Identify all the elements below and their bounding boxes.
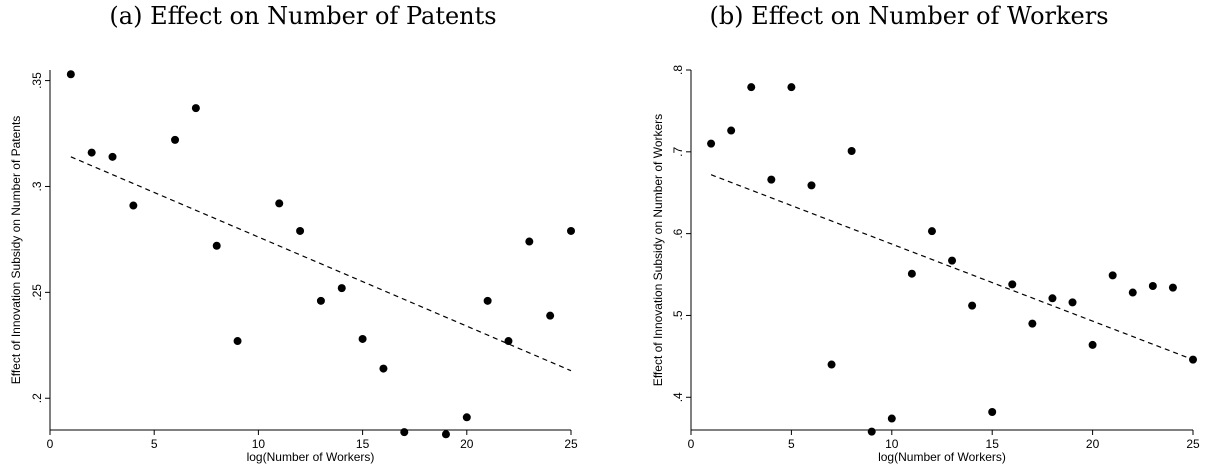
y-tick-label: .7 (671, 146, 685, 156)
data-point (129, 201, 138, 210)
x-axis-label: log(Number of Workers) (247, 450, 375, 464)
data-point (988, 408, 997, 416)
y-tick-label: .5 (671, 310, 685, 320)
data-point (1108, 271, 1117, 280)
data-point (807, 181, 816, 190)
x-tick-label: 20 (1086, 437, 1100, 451)
data-point (907, 269, 916, 278)
data-point (1148, 282, 1157, 290)
y-tick-label: .4 (671, 392, 685, 402)
data-point (968, 301, 977, 310)
data-point (1028, 319, 1037, 328)
chart-workers: 0 5 10 15 20 25 .4 .5 .6 .7 .8 log(Number of Worker… (651, 65, 1200, 464)
data-point (337, 284, 346, 293)
data-point (1048, 294, 1057, 303)
chart-title: (a) Effect on Number of Patents (109, 2, 497, 30)
data-point (707, 139, 716, 148)
data-point (358, 334, 367, 343)
y-tick-label: .2 (30, 393, 44, 403)
data-point (787, 83, 796, 92)
data-point (379, 364, 388, 373)
data-point (441, 430, 450, 439)
x-axis-label: log(Number of Workers) (878, 450, 1006, 464)
fit-line (710, 174, 1194, 361)
data-point (483, 296, 492, 305)
y-tick-label: .3 (30, 181, 44, 191)
y-tick-label: .35 (30, 72, 44, 89)
data-point (233, 337, 242, 346)
chart-patents: 0 5 10 15 20 25 .2 .25 .3 .35 log(Number of Worker… (9, 70, 578, 464)
x-tick-label: 5 (151, 437, 158, 451)
data-point (1008, 280, 1017, 289)
panel-patents: (a) Effect on Number of Patents 0 5 10 15 20… (9, 2, 578, 464)
y-tick-label: .6 (671, 228, 685, 238)
data-point (1088, 340, 1097, 349)
y-axis-label: Effect of Innovation Subsidy on Number o… (651, 114, 665, 386)
data-point (887, 414, 896, 423)
data-point (191, 104, 200, 113)
data-point (847, 147, 856, 155)
data-point (525, 237, 534, 246)
data-point (546, 311, 555, 320)
y-tick-label: .25 (30, 284, 44, 301)
data-point (1189, 355, 1197, 364)
data-point (1168, 283, 1177, 292)
x-tick-label: 10 (885, 437, 899, 451)
data-point (827, 360, 836, 369)
data-point (1128, 288, 1137, 297)
x-tick-label: 5 (788, 437, 795, 451)
y-axis-label: Effect of Innovation Subsidy on Number o… (9, 116, 23, 385)
data-point (867, 427, 876, 436)
data-point (400, 428, 409, 437)
data-point (948, 256, 957, 265)
x-tick-label: 15 (986, 437, 1000, 451)
x-tick-label: 0 (47, 437, 54, 451)
data-point (66, 70, 75, 79)
x-tick-label: 20 (460, 437, 474, 451)
data-point (87, 148, 96, 157)
data-point (1068, 298, 1077, 307)
x-tick-label: 10 (252, 437, 266, 451)
data-point (747, 83, 756, 92)
data-point (727, 126, 736, 135)
data-point (567, 226, 575, 235)
y-tick-label: .8 (671, 65, 685, 75)
panel-workers: (b) Effect on Number of Workers 0 5 10 15 20… (606, 0, 1212, 472)
x-tick-label: 15 (356, 437, 370, 451)
x-tick-label: 0 (688, 437, 695, 451)
data-point (504, 337, 513, 346)
data-point (212, 241, 221, 250)
x-tick-label: 25 (564, 437, 578, 451)
chart-title: (b) Effect on Number of Workers (709, 2, 1109, 30)
fit-line (70, 156, 572, 372)
data-point (462, 413, 471, 422)
data-point (275, 199, 284, 208)
data-point (767, 175, 776, 184)
data-point (316, 296, 325, 305)
x-tick-label: 25 (1186, 437, 1200, 451)
data-point (171, 135, 180, 144)
data-point (927, 227, 936, 236)
data-point (296, 226, 305, 235)
data-point (108, 152, 117, 161)
